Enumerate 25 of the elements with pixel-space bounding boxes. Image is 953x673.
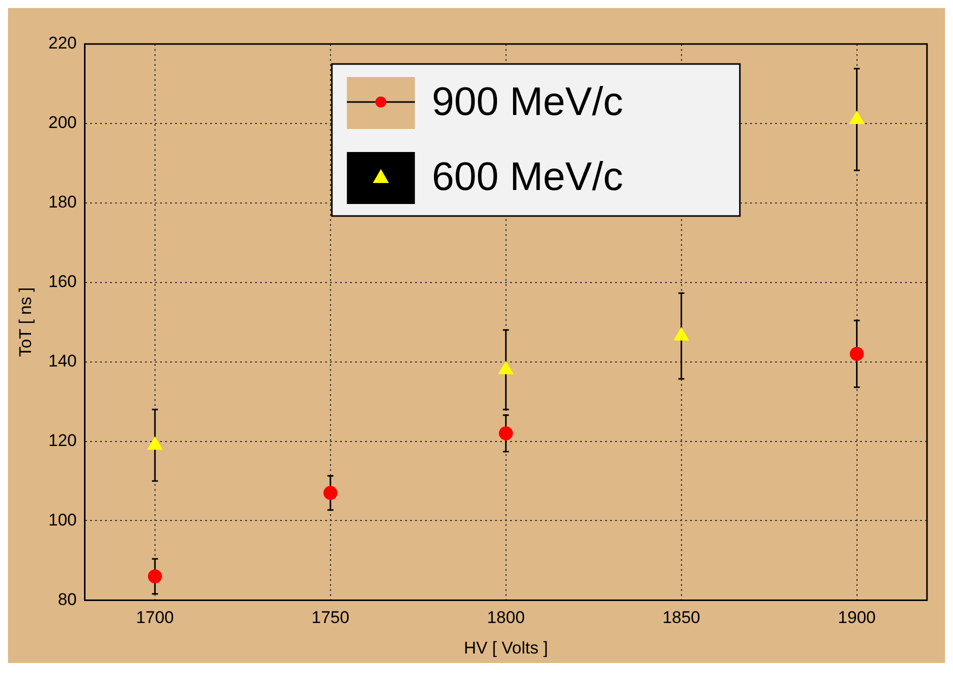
point [498,426,513,440]
point [849,110,865,124]
x-axis-title: HV [ Volts ] [464,638,548,658]
point [674,327,690,341]
x-tick-label: 1750 [312,608,350,628]
y-axis-title: ToT [ ns ] [16,287,35,357]
x-tick-label: 1850 [662,608,700,628]
point [498,360,514,374]
x-tick-label: 1800 [486,608,525,628]
point [147,436,163,450]
y-tick-label: 140 [48,352,77,371]
point [850,346,864,361]
y-tick-label: 160 [48,272,77,292]
legend-label: 900 MeV/c [432,80,624,124]
point [148,569,162,584]
y-tick-label: 120 [48,430,77,450]
y-tick-label: 180 [48,192,77,212]
point [323,486,338,500]
y-tick-label: 200 [48,113,77,132]
y-tick-label: 100 [48,510,77,530]
y-tick-label: 220 [48,34,77,53]
legend-label: 600 MeV/c [432,155,624,200]
x-tick-label: 1700 [136,608,174,628]
y-tick-label: 80 [58,590,77,609]
x-tick-label: 1900 [838,608,876,628]
